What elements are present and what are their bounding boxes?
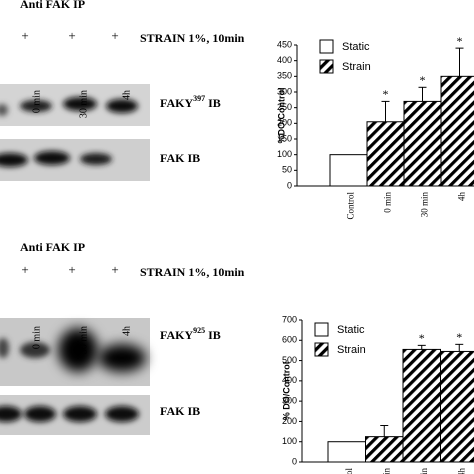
- bar: [402, 348, 441, 463]
- y-tick-label: 400: [282, 375, 297, 385]
- lane-label: 4h: [121, 326, 132, 336]
- blot-label-suffix: IB: [208, 96, 221, 110]
- treatment-label: STRAIN 1%, 10min: [140, 265, 245, 279]
- legend-swatch: [314, 322, 329, 337]
- x-tick-label: 0 min: [381, 468, 391, 474]
- x-tick-label: 30 min: [420, 192, 430, 218]
- x-tick-label: 30 min: [419, 468, 429, 474]
- y-tick-label: 500: [282, 355, 297, 365]
- blot-label-superscript: 925: [193, 326, 205, 335]
- x-tick-label: Control: [346, 192, 356, 220]
- error-bar: [455, 343, 464, 352]
- blot-label-main: FAKY: [160, 328, 193, 342]
- bar: [403, 100, 442, 187]
- treatment-sign: +: [111, 28, 118, 43]
- legend-swatch: [319, 59, 334, 74]
- y-tick-label: 200: [277, 118, 292, 128]
- significance-mark: *: [419, 331, 425, 345]
- lane-label: 30 min: [78, 90, 89, 118]
- error-bar: [417, 344, 426, 350]
- y-tick-label: 350: [277, 71, 292, 81]
- y-axis-label: % DO/Control: [281, 362, 291, 421]
- bar: [440, 350, 474, 463]
- lane-label: 30 min: [78, 326, 89, 354]
- x-tick-label: 0 min: [383, 192, 393, 213]
- treatment-sign: +: [68, 28, 75, 43]
- y-axis-label: %DO/Control: [276, 88, 286, 144]
- bar: [366, 121, 405, 187]
- x-tick-label: 4h: [457, 192, 467, 202]
- blot-label-main: FAK IB: [160, 151, 200, 165]
- y-tick-label: 100: [282, 436, 297, 446]
- treatment-sign: +: [21, 28, 28, 43]
- error-bar: [418, 86, 427, 102]
- y-tick-label: 300: [277, 86, 292, 96]
- y-tick-label: 200: [282, 416, 297, 426]
- blot-label: FAK IB: [160, 151, 200, 165]
- legend-label: Static: [342, 41, 370, 53]
- y-tick-label: 100: [277, 149, 292, 159]
- error-bar: [381, 100, 390, 122]
- y-tick-label: 450: [277, 39, 292, 49]
- legend-label: Strain: [337, 344, 366, 356]
- x-tick-label: 4h: [456, 468, 466, 474]
- blot-label-main: FAKY: [160, 96, 193, 110]
- y-tick-label: 600: [282, 335, 297, 345]
- blot-images: [0, 84, 150, 435]
- legend-swatch: [319, 39, 334, 54]
- x-tick-label: Control: [344, 468, 354, 474]
- blot-label: FAKY397 IB: [160, 94, 221, 110]
- significance-mark: *: [420, 73, 426, 87]
- blot-label: FAK IB: [160, 404, 200, 418]
- bar: [327, 441, 366, 463]
- y-tick-label: 0: [292, 456, 297, 466]
- y-tick-label: 50: [282, 165, 292, 175]
- lane-label: 4h: [121, 90, 132, 100]
- treatment-sign: +: [21, 262, 28, 277]
- blot-label-suffix: IB: [208, 328, 221, 342]
- legend-label: Strain: [342, 61, 371, 73]
- y-tick-label: 250: [277, 102, 292, 112]
- blot-label: FAKY925 IB: [160, 326, 221, 342]
- error-bar: [455, 47, 464, 77]
- lane-label: 0 min: [31, 90, 42, 113]
- y-tick-label: 400: [277, 55, 292, 65]
- y-tick-label: 700: [282, 314, 297, 324]
- y-tick-label: 0: [287, 180, 292, 190]
- y-tick-label: 300: [282, 396, 297, 406]
- significance-mark: *: [457, 34, 463, 48]
- bar: [440, 75, 474, 187]
- bar: [365, 436, 404, 463]
- panel-title: Anti FAK IP: [20, 240, 85, 254]
- significance-mark: *: [383, 87, 389, 101]
- panel-title: Anti FAK IP: [20, 0, 85, 11]
- legend-swatch: [314, 342, 329, 357]
- blot-label-superscript: 397: [193, 94, 205, 103]
- treatment-label: STRAIN 1%, 10min: [140, 31, 245, 45]
- legend-label: Static: [337, 324, 365, 336]
- treatment-sign: +: [68, 262, 75, 277]
- significance-mark: *: [456, 330, 462, 344]
- y-tick-label: 150: [277, 133, 292, 143]
- bar: [329, 154, 368, 187]
- lane-label: 0 min: [31, 326, 42, 349]
- treatment-sign: +: [111, 262, 118, 277]
- error-bar: [380, 424, 389, 437]
- blot-label-main: FAK IB: [160, 404, 200, 418]
